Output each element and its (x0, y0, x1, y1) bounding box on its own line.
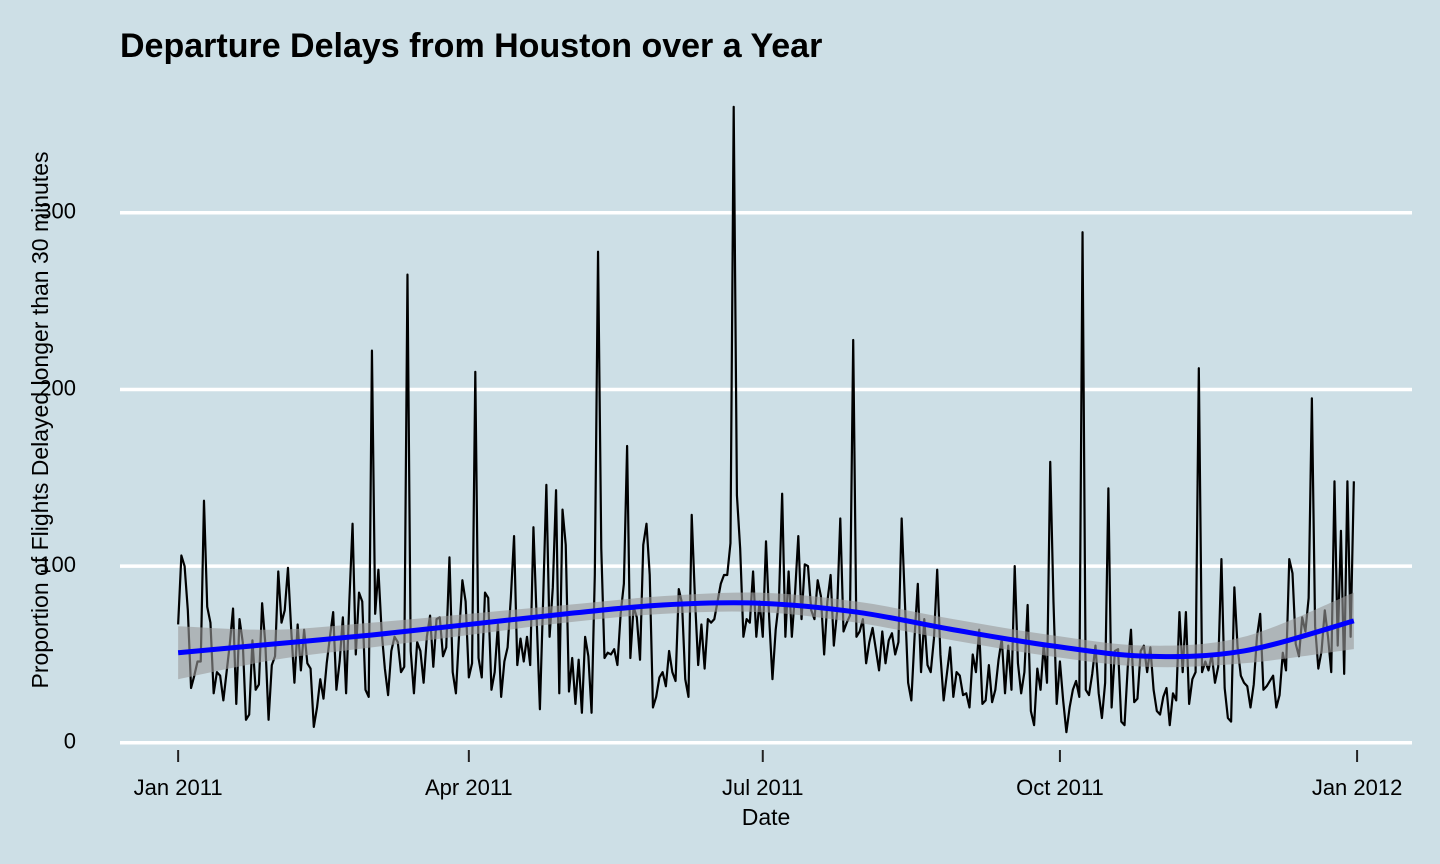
y-tick-label: 200 (39, 375, 76, 400)
y-tick-label: 300 (39, 199, 76, 224)
confidence-band (178, 592, 1354, 680)
x-tick-label: Apr 2011 (425, 775, 513, 800)
smooth-line (177, 600, 1355, 660)
x-axis-label: Date (742, 804, 791, 830)
x-tick-label: Jan 2011 (134, 775, 223, 800)
y-axis-label: Proportion of Flights Delayed longer tha… (27, 152, 53, 689)
x-tick-label: Jul 2011 (722, 775, 804, 800)
x-tick-label: Oct 2011 (1016, 775, 1104, 800)
y-tick-label: 100 (39, 552, 76, 577)
data-line (177, 105, 1355, 734)
x-tick-label: Jan 2012 (1312, 775, 1403, 800)
y-tick-label: 0 (64, 729, 76, 754)
chart-title: Departure Delays from Houston over a Yea… (120, 27, 822, 65)
